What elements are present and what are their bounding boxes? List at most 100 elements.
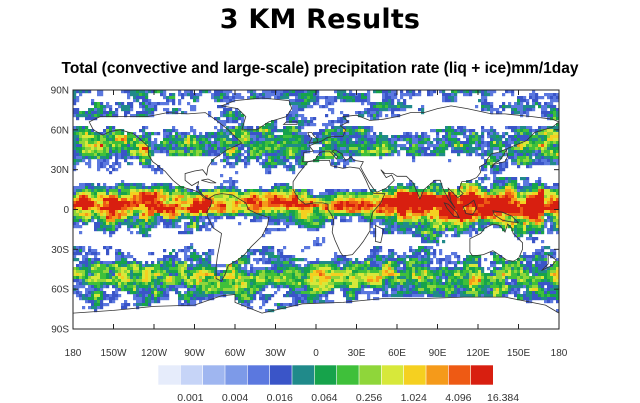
precip-cell <box>451 222 455 226</box>
precip-cell <box>139 189 143 193</box>
precip-cell <box>421 225 425 229</box>
precip-cell <box>253 138 257 142</box>
precip-cell <box>172 99 176 103</box>
precip-cell <box>79 231 83 235</box>
precip-cell <box>382 201 386 205</box>
precip-cell <box>118 255 122 259</box>
precip-cell <box>394 186 398 190</box>
precip-cell <box>397 195 401 199</box>
precip-cell <box>190 216 194 220</box>
precip-cell <box>145 195 149 199</box>
precip-cell <box>556 213 559 217</box>
precip-cell <box>484 174 488 178</box>
precip-cell <box>502 165 506 169</box>
precip-cell <box>478 177 482 181</box>
precip-cell <box>364 135 368 139</box>
precip-cell <box>538 249 542 253</box>
precip-cell <box>73 90 77 94</box>
precip-cell <box>370 147 374 151</box>
precip-cell <box>349 213 353 217</box>
precip-cell <box>328 96 332 100</box>
precip-cell <box>436 207 440 211</box>
precip-cell <box>235 153 239 157</box>
precip-cell <box>523 177 527 181</box>
precip-cell <box>535 162 539 166</box>
precip-cell <box>541 183 545 187</box>
precip-cell <box>406 216 410 220</box>
precip-cell <box>472 204 476 208</box>
precip-cell <box>520 129 524 133</box>
precip-cell <box>442 195 446 199</box>
precip-cell <box>424 138 428 142</box>
precip-cell <box>439 198 443 202</box>
precip-cell <box>550 96 554 100</box>
precip-cell <box>97 165 101 169</box>
precip-cell <box>433 147 437 151</box>
precip-cell <box>205 228 209 232</box>
precip-cell <box>457 153 461 157</box>
precip-cell <box>331 141 335 145</box>
precip-cell <box>211 162 215 166</box>
precip-cell <box>544 108 548 112</box>
precip-cell <box>181 135 185 139</box>
precip-cell <box>154 198 158 202</box>
precip-cell <box>334 129 338 133</box>
precip-cell <box>499 171 503 175</box>
precip-cell <box>514 156 518 160</box>
precip-cell <box>334 207 338 211</box>
precip-cell <box>370 207 374 211</box>
precip-cell <box>340 147 344 151</box>
precip-cell <box>550 159 554 163</box>
precip-cell <box>535 207 539 211</box>
precip-cell <box>511 135 515 139</box>
precip-cell <box>532 240 536 244</box>
precip-cell <box>454 225 458 229</box>
precip-cell <box>352 198 356 202</box>
precip-cell <box>346 213 350 217</box>
precip-cell <box>403 207 407 211</box>
precip-cell <box>394 228 398 232</box>
precip-cell <box>436 234 440 238</box>
precip-cell <box>310 96 314 100</box>
precip-cell <box>112 186 116 190</box>
precip-cell <box>343 138 347 142</box>
precip-cell <box>124 195 128 199</box>
precip-cell <box>271 201 275 205</box>
precip-cell <box>157 186 161 190</box>
precip-cell <box>343 165 347 169</box>
precip-cell <box>259 207 263 211</box>
precip-cell <box>268 216 272 220</box>
precip-cell <box>265 204 269 208</box>
precip-cell <box>481 132 485 136</box>
precip-cell <box>106 147 110 151</box>
precip-cell <box>409 105 413 109</box>
precip-cell <box>73 99 77 103</box>
precip-cell <box>508 105 512 109</box>
precip-cell <box>148 165 152 169</box>
precip-cell <box>253 216 257 220</box>
precip-cell <box>220 144 224 148</box>
precip-cell <box>526 204 530 208</box>
precip-cell <box>166 255 170 259</box>
precip-cell <box>514 210 518 214</box>
precip-cell <box>433 198 437 202</box>
precip-cell <box>520 138 524 142</box>
precip-cell <box>103 195 107 199</box>
precip-cell <box>190 252 194 256</box>
precip-cell <box>85 117 89 121</box>
precip-cell <box>109 126 113 130</box>
precip-cell <box>154 183 158 187</box>
precip-cell <box>97 219 101 223</box>
precip-cell <box>307 195 311 199</box>
precip-cell <box>142 198 146 202</box>
precip-cell <box>226 213 230 217</box>
precip-cell <box>430 204 434 208</box>
precip-cell <box>277 186 281 190</box>
precip-cell <box>337 156 341 160</box>
precip-cell <box>91 111 95 115</box>
precip-cell <box>100 114 104 118</box>
precip-cell <box>76 132 80 136</box>
precip-cell <box>529 231 533 235</box>
precip-cell <box>103 141 107 145</box>
precip-cell <box>487 162 491 166</box>
